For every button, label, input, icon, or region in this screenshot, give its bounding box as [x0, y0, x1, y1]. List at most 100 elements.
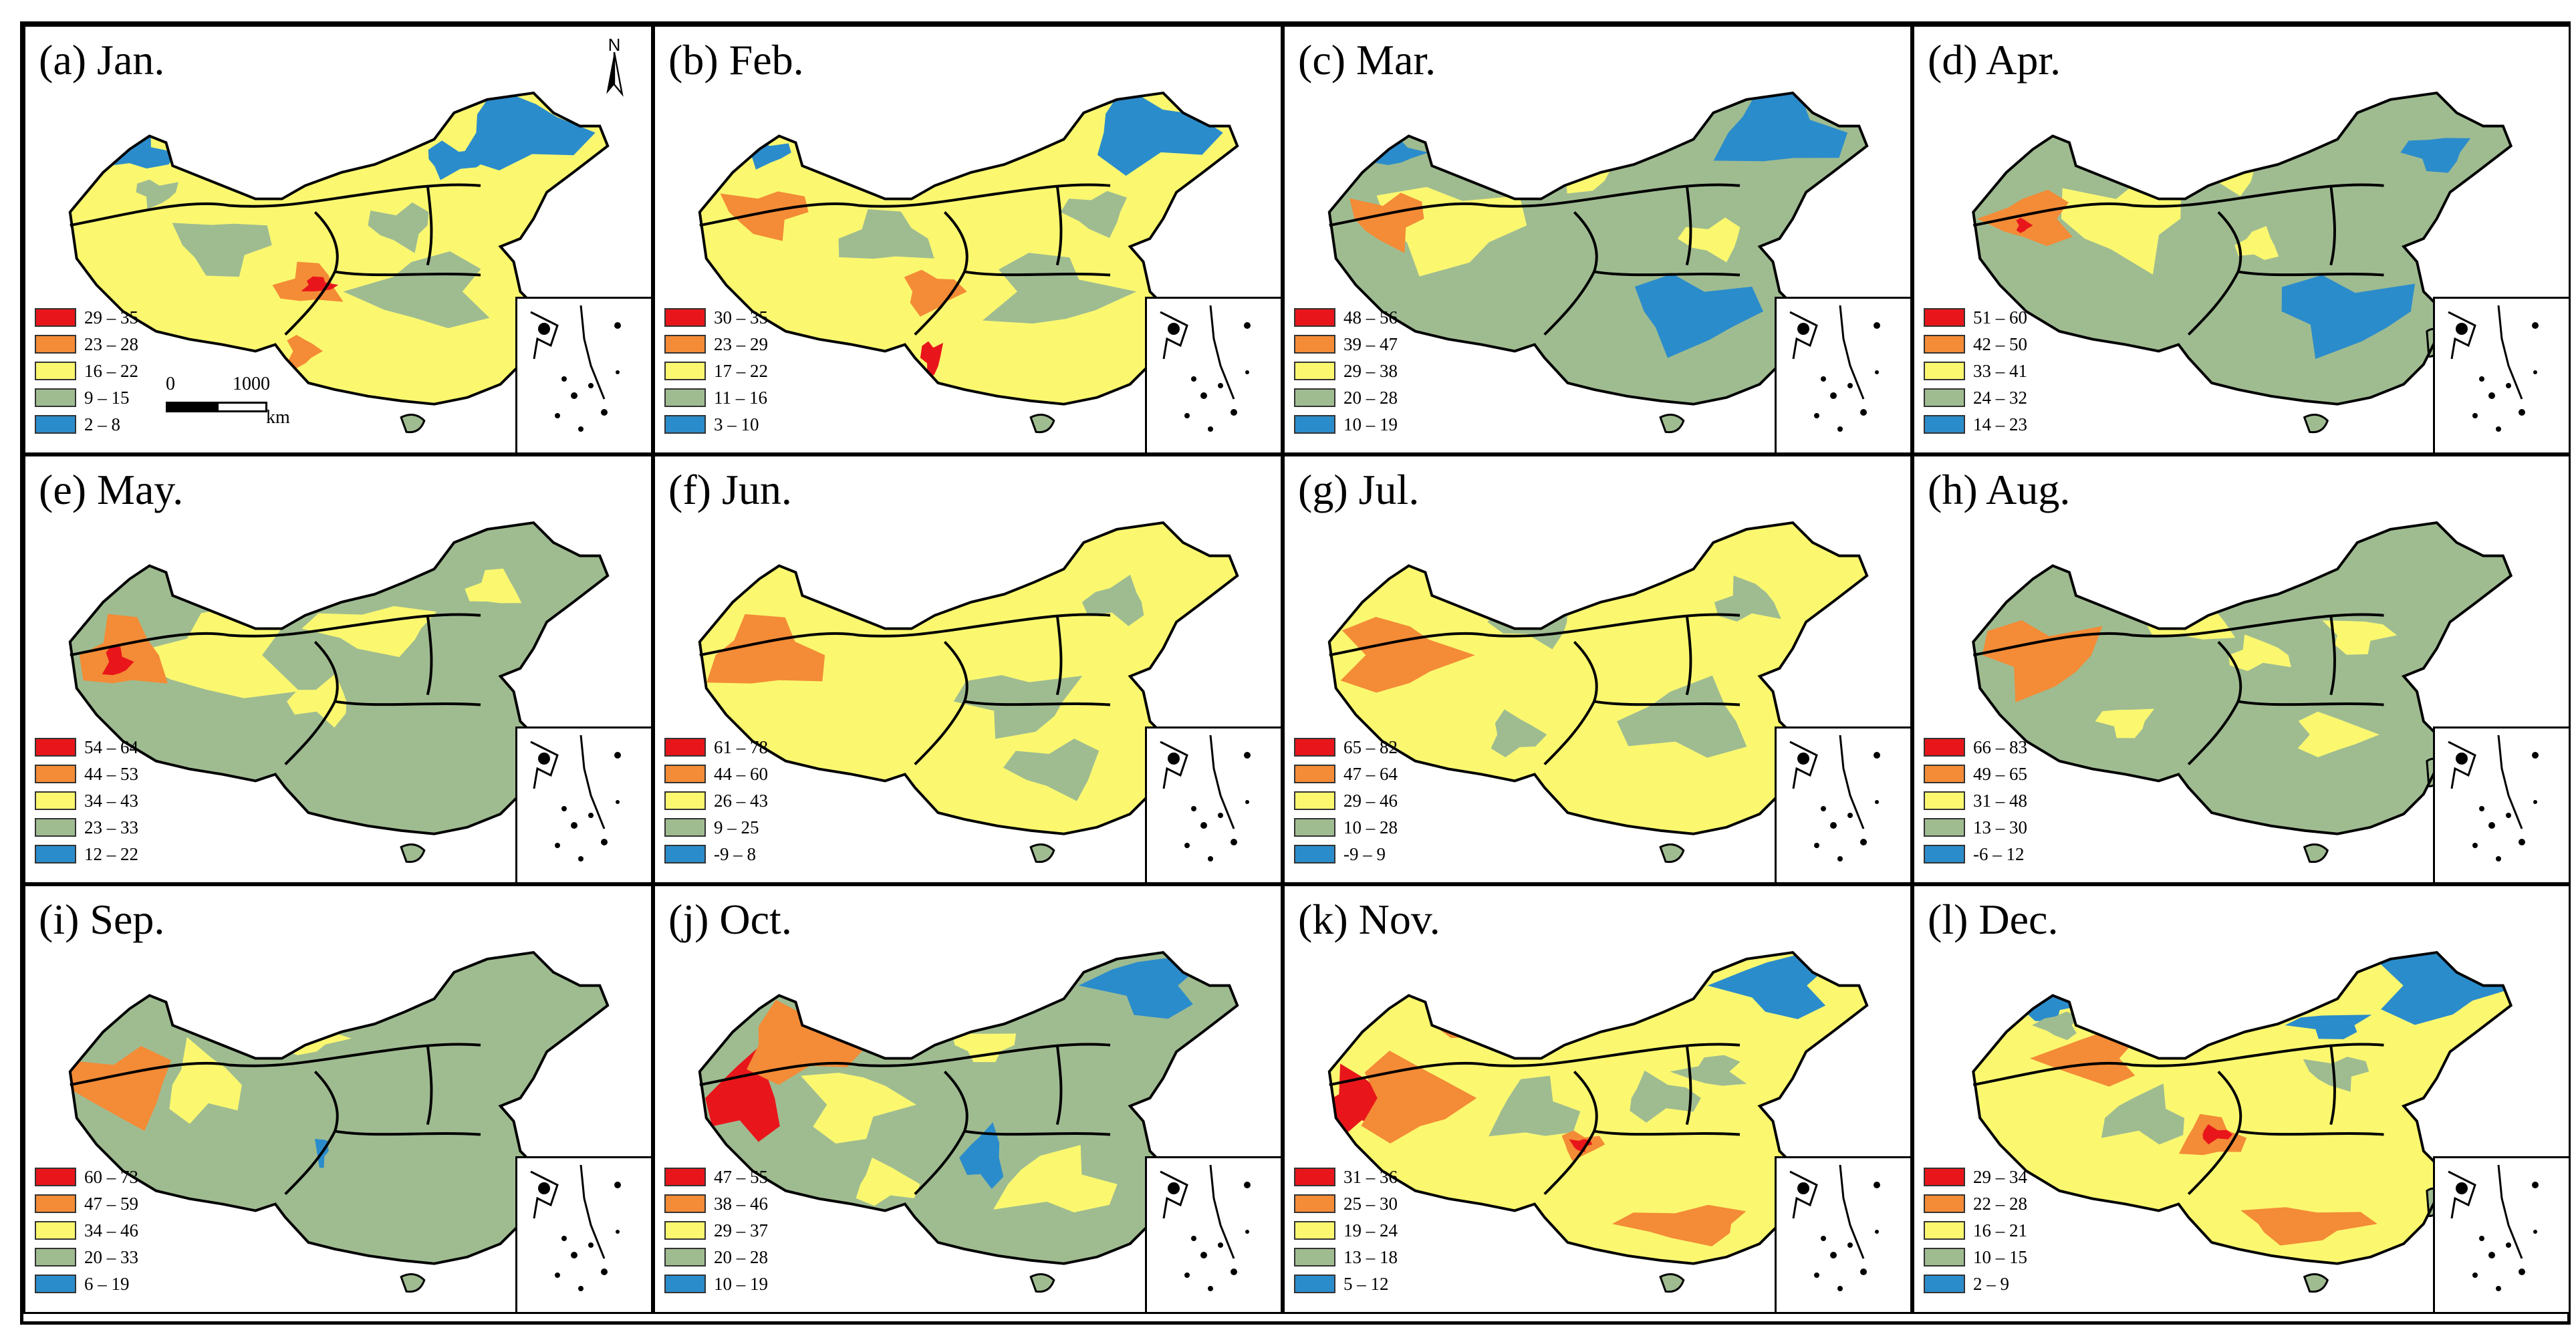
china-map	[1327, 91, 1869, 434]
legend-swatch	[1924, 845, 1965, 863]
legend-item: 29 – 34	[1924, 1164, 2027, 1190]
legend-item: 30 – 35	[664, 304, 768, 331]
legend-item: 44 – 60	[664, 761, 768, 787]
map-zone	[2303, 1057, 2369, 1092]
legend-label: 10 – 19	[714, 1273, 768, 1294]
region-boundary	[1329, 183, 1741, 227]
map-zone	[1491, 709, 1547, 758]
legend-label: 20 – 28	[1343, 387, 1398, 408]
map-zone	[2095, 708, 2155, 739]
north-arrow: N	[592, 35, 636, 115]
map-zone	[817, 1002, 862, 1031]
south-china-sea-inset	[1775, 297, 1910, 452]
legend-label: 3 – 10	[714, 414, 759, 434]
region-boundary	[284, 271, 336, 336]
legend-swatch	[35, 388, 76, 407]
legend-swatch	[35, 1168, 76, 1186]
legend-label: 30 – 35	[714, 307, 768, 327]
legend-item: 17 – 22	[664, 358, 768, 384]
legend-item: 2 – 9	[1924, 1271, 2027, 1297]
map-zone	[1634, 273, 1763, 358]
legend-item: 61 – 78	[664, 734, 768, 761]
legend-label: -9 – 9	[1343, 843, 1386, 864]
legend-label: 13 – 30	[1973, 817, 2027, 837]
panel-title: (c) Mar.	[1298, 36, 1436, 84]
legend-swatch	[1294, 1248, 1335, 1267]
legend-label: 44 – 60	[714, 763, 768, 784]
legend-label: 29 – 37	[714, 1220, 768, 1240]
legend-swatch	[1924, 335, 1965, 354]
island	[400, 1273, 426, 1293]
scale-bar-segment	[166, 402, 217, 412]
legend-item: 19 – 24	[1294, 1217, 1398, 1244]
legend-label: 17 – 22	[714, 360, 768, 381]
legend-label: 20 – 28	[714, 1246, 768, 1267]
legend-swatch	[1294, 1168, 1335, 1186]
panel-title: (d) Apr.	[1928, 36, 2061, 84]
map-panel: (e) May. 54 – 64 44 – 53 34 – 43 23 – 33 12 –…	[23, 454, 653, 884]
map-zone	[287, 334, 324, 369]
region-boundary	[914, 271, 966, 336]
panel-title: (b) Feb.	[668, 36, 804, 84]
legend-item: 47 – 64	[1294, 761, 1398, 787]
panel-title: (l) Dec.	[1928, 896, 2059, 943]
region-boundary	[1972, 613, 2384, 657]
region-boundary	[1055, 1045, 1063, 1125]
legend-swatch	[1294, 791, 1335, 810]
map-zone	[1489, 1075, 1581, 1137]
south-china-sea-inset	[2433, 1156, 2569, 1312]
map-zone	[1450, 1006, 1473, 1021]
region-boundary	[70, 1043, 481, 1087]
legend: 60 – 73 47 – 59 34 – 46 20 – 33 6 – 19	[35, 1164, 138, 1297]
map-zone	[2094, 136, 2112, 147]
map-zone	[1617, 675, 1747, 758]
country-boundary	[698, 521, 1239, 835]
region-boundary	[2329, 1045, 2336, 1125]
map-zone	[428, 140, 489, 180]
region-boundary	[1329, 613, 1741, 657]
legend-item: 66 – 83	[1924, 734, 2027, 761]
map-zone	[102, 645, 134, 676]
legend-swatch	[1924, 1248, 1965, 1267]
legend-swatch	[1294, 415, 1335, 434]
legend-label: 9 – 15	[84, 387, 130, 408]
scale-bar: 0 1000 km	[166, 374, 306, 434]
map-zone	[2375, 952, 2511, 1025]
map-zone	[993, 1145, 1118, 1213]
scale-unit-label: km	[266, 407, 290, 428]
region-boundary	[2187, 271, 2240, 336]
legend-item: 25 – 30	[1294, 1190, 1398, 1217]
legend-item: 48 – 56	[1294, 304, 1398, 331]
map-panel: (c) Mar. 48 – 56 39 – 47 29 – 38 20 – 28 10 –…	[1283, 25, 1912, 454]
map-zone	[2068, 126, 2142, 161]
country-boundary	[698, 91, 1239, 406]
south-china-sea-inset	[2433, 726, 2569, 882]
legend-label: 47 – 64	[1343, 763, 1398, 784]
legend-item: 12 – 22	[35, 841, 138, 868]
legend-label: 23 – 28	[84, 334, 138, 354]
panel-title: (i) Sep.	[39, 896, 165, 943]
legend-swatch	[1294, 765, 1335, 783]
island	[400, 843, 426, 863]
legend-label: 47 – 59	[84, 1193, 138, 1214]
legend-swatch	[1924, 738, 1965, 757]
legend-swatch	[35, 415, 76, 434]
legend-swatch	[35, 738, 76, 757]
legend-label: 22 – 28	[1973, 1193, 2027, 1214]
country-boundary	[1327, 521, 1869, 835]
map-zone	[1446, 561, 1507, 610]
map-zone	[1450, 137, 1469, 147]
map-zone	[207, 998, 225, 1011]
legend-swatch	[1294, 1275, 1335, 1293]
figure-grid: (a) Jan. 29 – 35 23 – 28 16 – 22 9 – 15 2 – 8…	[20, 21, 2571, 1325]
legend-label: 31 – 36	[1343, 1166, 1398, 1187]
legend-label: 60 – 73	[84, 1166, 138, 1187]
legend-item: 39 – 47	[1294, 331, 1398, 358]
legend-swatch	[1294, 845, 1335, 863]
island	[1029, 414, 1055, 434]
map-zone	[180, 988, 242, 1034]
legend-label: 33 – 41	[1973, 360, 2027, 381]
map-zone	[79, 614, 168, 684]
map-zone	[1081, 574, 1144, 626]
legend-item: 51 – 60	[1924, 304, 2027, 331]
